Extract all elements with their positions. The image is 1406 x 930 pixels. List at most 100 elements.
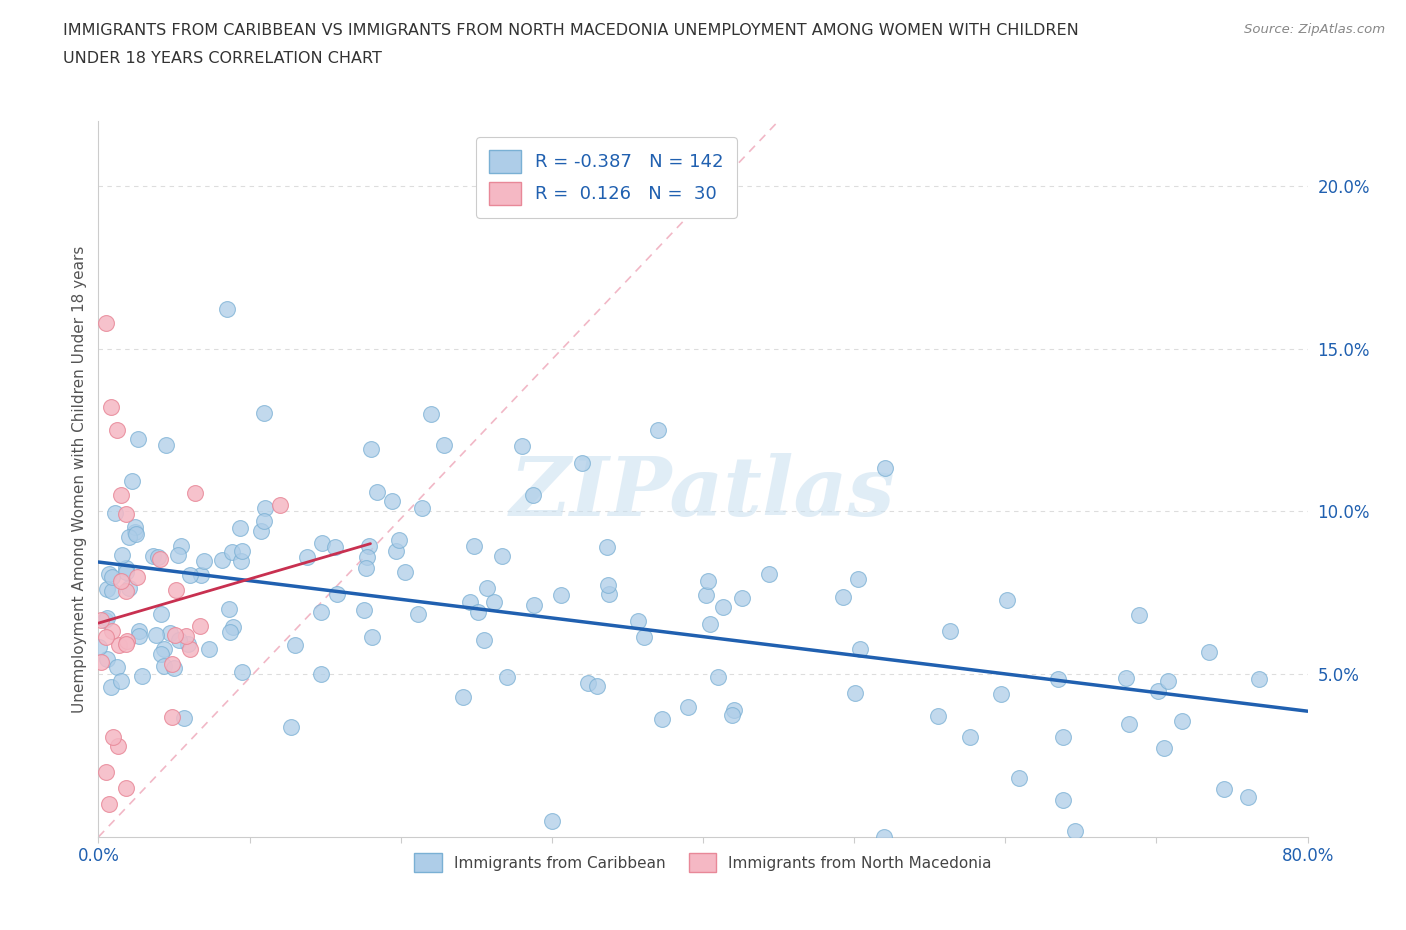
Point <box>873 830 896 844</box>
Point <box>353 603 375 618</box>
Point <box>101 729 124 744</box>
Point <box>385 543 408 558</box>
Point <box>101 583 124 598</box>
Point <box>107 738 129 753</box>
Point <box>1213 782 1236 797</box>
Point <box>1064 823 1087 838</box>
Point <box>1115 671 1137 686</box>
Point <box>179 567 201 582</box>
Point <box>995 592 1018 607</box>
Point <box>148 550 170 565</box>
Point <box>183 485 205 500</box>
Point <box>101 569 124 584</box>
Point <box>323 539 346 554</box>
Text: UNDER 18 YEARS CORRELATION CHART: UNDER 18 YEARS CORRELATION CHART <box>63 51 382 66</box>
Point <box>250 524 273 538</box>
Point <box>280 719 302 734</box>
Point <box>94 630 117 644</box>
Point <box>190 567 212 582</box>
Point <box>491 549 513 564</box>
Point <box>90 612 112 627</box>
Point <box>585 679 607 694</box>
Point <box>222 619 245 634</box>
Point <box>939 623 962 638</box>
Point <box>1128 608 1150 623</box>
Point <box>697 574 720 589</box>
Point <box>633 630 655 644</box>
Point <box>149 606 172 621</box>
Point <box>114 561 136 576</box>
Point <box>163 661 186 676</box>
Point <box>463 538 485 553</box>
Point <box>411 500 433 515</box>
Point <box>100 400 122 415</box>
Point <box>100 679 122 694</box>
Point <box>96 652 118 667</box>
Point <box>104 506 127 521</box>
Point <box>598 586 620 601</box>
Point <box>523 598 546 613</box>
Point <box>96 581 118 596</box>
Point <box>221 544 243 559</box>
Point <box>174 629 197 644</box>
Point <box>114 583 136 598</box>
Point <box>173 711 195 725</box>
Point <box>927 709 949 724</box>
Point <box>118 529 141 544</box>
Text: ZIPatlas: ZIPatlas <box>510 453 896 533</box>
Point <box>571 455 593 470</box>
Point <box>1047 671 1070 686</box>
Point <box>1153 740 1175 755</box>
Point <box>326 587 349 602</box>
Point <box>124 520 146 535</box>
Point <box>98 797 121 812</box>
Point <box>1198 645 1220 660</box>
Point <box>695 588 717 603</box>
Point <box>676 699 699 714</box>
Point <box>131 668 153 683</box>
Point <box>110 673 132 688</box>
Point <box>311 536 333 551</box>
Point <box>550 588 572 603</box>
Point <box>94 315 117 330</box>
Point <box>118 580 141 595</box>
Point <box>110 573 132 588</box>
Point <box>510 439 533 454</box>
Text: IMMIGRANTS FROM CARIBBEAN VS IMMIGRANTS FROM NORTH MACEDONIA UNEMPLOYMENT AMONG : IMMIGRANTS FROM CARIBBEAN VS IMMIGRANTS … <box>63 23 1078 38</box>
Point <box>522 487 544 502</box>
Point <box>105 659 128 674</box>
Point <box>145 628 167 643</box>
Point <box>229 520 252 535</box>
Point <box>159 625 181 640</box>
Point <box>844 686 866 701</box>
Legend: Immigrants from Caribbean, Immigrants from North Macedonia: Immigrants from Caribbean, Immigrants fr… <box>406 845 1000 880</box>
Point <box>170 538 193 553</box>
Point <box>699 617 721 631</box>
Point <box>128 629 150 644</box>
Point <box>451 689 474 704</box>
Point <box>873 461 896 476</box>
Point <box>190 618 212 633</box>
Point <box>394 565 416 579</box>
Y-axis label: Unemployment Among Women with Children Under 18 years: Unemployment Among Women with Children U… <box>72 246 87 712</box>
Point <box>153 642 176 657</box>
Point <box>253 513 276 528</box>
Point <box>467 604 489 619</box>
Point <box>647 422 669 438</box>
Point <box>731 591 754 605</box>
Point <box>831 590 853 604</box>
Point <box>153 659 176 674</box>
Point <box>596 540 619 555</box>
Point <box>162 710 184 724</box>
Point <box>100 624 122 639</box>
Point <box>115 636 138 651</box>
Point <box>1236 789 1258 804</box>
Point <box>381 494 404 509</box>
Point <box>115 633 138 648</box>
Point <box>1247 671 1270 686</box>
Text: Source: ZipAtlas.com: Source: ZipAtlas.com <box>1244 23 1385 36</box>
Point <box>1008 770 1031 785</box>
Point <box>959 729 981 744</box>
Point <box>651 711 673 726</box>
Point <box>496 670 519 684</box>
